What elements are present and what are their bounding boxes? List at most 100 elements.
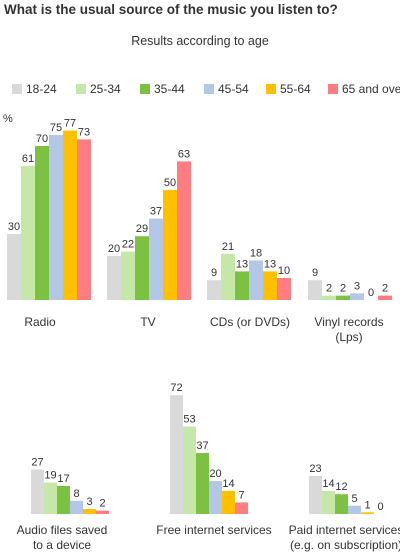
value-label-6-5: 0 [377,501,383,513]
bar-2-4 [263,271,277,300]
bar-0-5 [77,139,91,300]
value-label-1-2: 29 [136,223,148,235]
category-label-0: Radio [24,315,56,329]
value-label-2-1: 21 [222,241,234,253]
value-label-2-3: 18 [250,247,262,259]
value-label-3-1: 2 [326,283,332,295]
bar-6-2 [335,494,348,514]
bar-2-1 [221,253,235,300]
category-label-4-line1: to a device [33,538,91,552]
value-label-5-4: 14 [222,478,234,490]
value-label-3-0: 9 [312,267,318,279]
bar-1-5 [177,161,191,300]
bar-5-4 [222,490,235,514]
legend-label-3: 45-54 [218,82,249,96]
value-label-4-2: 17 [57,473,69,485]
category-label-4: Audio files saved [17,523,108,537]
bar-1-4 [163,190,177,300]
category-label-3: Vinyl records [314,315,383,329]
bar-2-3 [249,260,263,300]
bar-6-1 [322,490,335,514]
value-label-1-0: 20 [108,243,120,255]
value-label-4-4: 3 [86,496,92,508]
value-label-6-0: 23 [309,463,321,475]
value-label-4-1: 19 [44,470,56,482]
chart-subtitle: Results according to age [131,34,269,48]
bar-0-3 [49,135,63,300]
bar-0-1 [21,165,35,300]
bar-2-5 [277,278,291,300]
value-label-0-2: 70 [36,133,48,145]
value-label-1-1: 22 [122,239,134,251]
bar-6-4 [361,512,374,514]
legend-swatch-1 [76,84,86,94]
value-label-0-3: 75 [50,122,62,134]
value-label-4-5: 2 [99,498,105,510]
bar-4-2 [57,485,70,514]
value-label-5-0: 72 [170,382,182,394]
value-label-0-5: 73 [78,126,90,138]
value-label-0-0: 30 [8,221,20,233]
bar-4-5 [96,510,109,514]
value-label-3-4: 0 [368,287,374,299]
value-label-0-1: 61 [22,153,34,165]
bar-2-0 [207,280,221,300]
bar-4-3 [70,500,83,514]
bar-1-2 [135,236,149,300]
legend-swatch-2 [140,84,150,94]
bar-4-4 [83,509,96,514]
value-label-2-0: 9 [211,267,217,279]
category-label-3-line1: (Lps) [335,330,362,344]
bar-0-0 [7,234,21,300]
bar-5-3 [209,481,222,514]
bar-4-0 [31,469,44,514]
value-label-6-3: 5 [351,493,357,505]
value-label-0-4: 77 [64,118,76,130]
category-label-2: CDs (or DVDs) [210,315,290,329]
bar-1-3 [149,218,163,300]
bar-0-4 [63,130,77,300]
category-label-6-line1: (e.g. on subscription) [290,538,400,552]
value-label-6-1: 14 [322,478,334,490]
bar-6-3 [348,505,361,514]
value-label-3-5: 2 [382,283,388,295]
category-label-6: Paid internet services [289,523,400,537]
legend-label-0: 18-24 [26,82,57,96]
legend-label-1: 25-34 [90,82,121,96]
legend-swatch-3 [204,84,214,94]
chart-title: What is the usual source of the music yo… [4,2,338,17]
legend-label-2: 35-44 [154,82,185,96]
value-label-2-4: 13 [264,258,276,270]
value-label-5-1: 53 [183,414,195,426]
value-label-6-4: 1 [364,499,370,511]
bar-3-0 [308,280,322,300]
value-label-5-5: 7 [238,489,244,501]
bar-1-0 [107,256,121,300]
value-label-1-3: 37 [150,206,162,218]
bar-0-2 [35,146,49,300]
legend-swatch-0 [12,84,22,94]
bar-2-2 [235,271,249,300]
legend-label-5: 65 and over [342,82,400,96]
bar-5-5 [235,502,248,514]
value-label-2-2: 13 [236,258,248,270]
value-label-4-0: 27 [31,456,43,468]
value-label-2-5: 10 [278,265,290,277]
legend-swatch-5 [328,84,338,94]
category-label-1: TV [140,315,155,329]
bar-3-5 [378,295,392,300]
bar-3-2 [336,295,350,300]
value-label-1-5: 63 [178,148,190,160]
value-label-4-3: 8 [73,488,79,500]
bar-3-1 [322,295,336,300]
